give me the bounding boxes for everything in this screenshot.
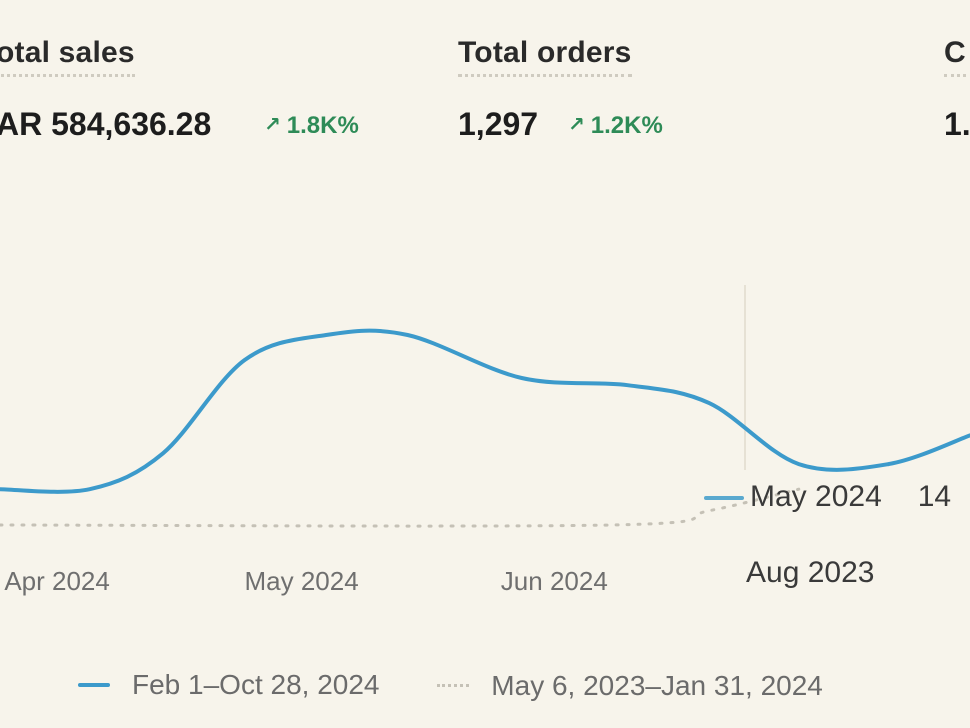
metric-total-orders-value: 1,297	[458, 106, 539, 142]
tooltip-secondary-row: Aug 2023	[746, 556, 874, 590]
legend-dotted-line-icon	[437, 684, 470, 687]
x-axis-tick-label: Jun 2024	[501, 566, 608, 596]
tooltip-primary-row: May 2024 14	[704, 480, 951, 514]
metric-total-orders-change-value: 1.2K%	[590, 112, 663, 139]
tooltip-primary-label: May 2024	[750, 480, 882, 513]
x-axis-ticks: Apr 2024 May 2024 Jun 2024	[4, 566, 607, 596]
tooltip-primary-value: 14	[917, 480, 952, 513]
legend-item-comparison[interactable]: May 6, 2023–Jan 31, 2024	[437, 670, 823, 702]
metric-third-value: 1.	[944, 106, 970, 142]
metric-third-label[interactable]: C	[944, 36, 966, 77]
tooltip-secondary-label: Aug 2023	[746, 556, 875, 589]
tooltip-series-swatch	[704, 496, 744, 501]
arrow-up-right-icon: ↗	[568, 114, 585, 136]
chart-series-group	[0, 328, 970, 528]
metric-total-sales-value: AR 584,636.28	[0, 106, 212, 142]
metric-total-orders-change: ↗ 1.2K%	[568, 112, 663, 140]
legend-solid-line-icon	[78, 683, 110, 687]
x-axis-tick-label: May 2024	[245, 566, 359, 596]
chart-legend: Feb 1–Oct 28, 2024 May 6, 2023–Jan 31, 2…	[78, 662, 873, 702]
series-line-current[interactable]	[0, 328, 970, 494]
sales-line-chart[interactable]: Apr 2024 May 2024 Jun 2024	[0, 270, 970, 630]
legend-item-current[interactable]: Feb 1–Oct 28, 2024	[78, 669, 380, 701]
legend-comparison-label: May 6, 2023–Jan 31, 2024	[491, 669, 823, 701]
x-axis-tick-label: Apr 2024	[4, 566, 110, 596]
metric-total-sales-change-value: 1.8K%	[286, 112, 359, 139]
chart-svg[interactable]: Apr 2024 May 2024 Jun 2024	[0, 270, 970, 630]
metric-total-sales-label[interactable]: otal sales	[0, 36, 135, 77]
metric-total-sales-change: ↗ 1.8K%	[264, 112, 359, 140]
metric-total-orders-label[interactable]: Total orders	[458, 36, 632, 77]
series-line-comparison[interactable]	[0, 487, 801, 528]
arrow-up-right-icon: ↗	[264, 114, 281, 136]
legend-current-label: Feb 1–Oct 28, 2024	[132, 669, 380, 700]
